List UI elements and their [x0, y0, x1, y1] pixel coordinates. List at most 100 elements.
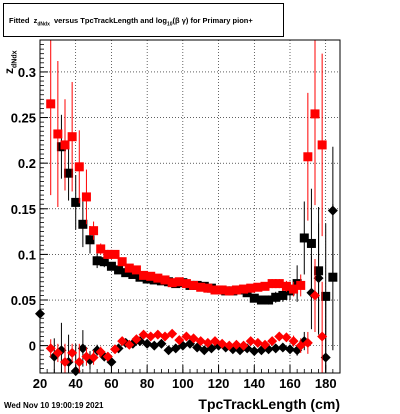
- x-tick-label: 180: [315, 376, 337, 391]
- data-point: [249, 293, 259, 303]
- data-point: [163, 345, 174, 356]
- data-point: [296, 280, 306, 290]
- data-point: [249, 346, 260, 357]
- grid: [40, 40, 340, 373]
- data-point: [74, 357, 85, 368]
- data-point: [327, 205, 338, 216]
- y-tick-label: 0.25: [11, 111, 36, 126]
- data-point: [285, 344, 295, 355]
- x-axis-label: TpcTrackLength (cm): [198, 396, 340, 412]
- data-point: [53, 129, 63, 139]
- data-point: [156, 338, 167, 349]
- data-point: [146, 271, 156, 281]
- data-point: [45, 343, 56, 354]
- y-tick-label: 0.3: [18, 65, 36, 80]
- data-point: [124, 339, 135, 350]
- data-point: [260, 339, 270, 350]
- data-point: [239, 284, 249, 294]
- data-point: [71, 197, 81, 207]
- data-point: [195, 336, 206, 347]
- data-point: [181, 331, 192, 342]
- data-point: [181, 279, 191, 289]
- data-point: [302, 337, 313, 348]
- data-point: [202, 337, 213, 348]
- data-point: [121, 268, 131, 278]
- data-point: [99, 257, 109, 267]
- data-point: [260, 281, 270, 291]
- data-point: [264, 295, 274, 305]
- data-point: [81, 351, 92, 362]
- plot-frame: [39, 39, 341, 374]
- data-point: [196, 282, 206, 292]
- data-point: [110, 344, 120, 355]
- data-point: [310, 109, 320, 119]
- data-point: [78, 219, 88, 229]
- data-point: [124, 263, 134, 273]
- data-point: [256, 295, 266, 305]
- x-tick-label: 60: [104, 376, 118, 391]
- data-point: [281, 332, 292, 343]
- data-point: [152, 329, 163, 340]
- data-point: [310, 290, 320, 301]
- y-tick-label: 0.1: [18, 247, 36, 262]
- data-point: [88, 352, 99, 363]
- data-point: [167, 278, 177, 288]
- data-point: [328, 272, 338, 282]
- data-point: [139, 270, 149, 280]
- data-point: [52, 347, 63, 358]
- data-point: [189, 280, 199, 290]
- y-tick-label: 0.15: [11, 202, 36, 217]
- data-point: [245, 336, 256, 347]
- data-point: [74, 162, 84, 172]
- y-tick-label: 0.05: [11, 293, 36, 308]
- data-point: [210, 285, 220, 295]
- data-point: [288, 336, 299, 347]
- data-point: [128, 269, 138, 279]
- data-point: [92, 256, 102, 266]
- data-point: [114, 265, 124, 275]
- data-point: [252, 337, 263, 348]
- data-point: [277, 342, 288, 353]
- data-point: [270, 343, 281, 354]
- y-tick-label: 0.2: [18, 156, 36, 171]
- data-point: [60, 357, 70, 368]
- x-tick-label: 160: [279, 376, 301, 391]
- data-point: [60, 140, 70, 150]
- data-point: [117, 257, 127, 267]
- axes: 20 40 60 80 100 120 140 160 180 0 0.05 0.1 0.15 0.2 0.…: [11, 39, 341, 391]
- data-layer: [35, 40, 338, 377]
- data-point: [167, 328, 178, 339]
- data-point: [110, 249, 120, 259]
- data-point: [281, 281, 291, 291]
- data-point: [89, 226, 99, 236]
- data-point: [231, 285, 241, 295]
- timestamp: Wed Nov 10 19:00:19 2021: [4, 401, 104, 410]
- data-point: [67, 132, 77, 142]
- data-point: [81, 192, 91, 202]
- x-tick-label: 80: [140, 376, 154, 391]
- data-point: [67, 347, 78, 358]
- data-point: [145, 331, 156, 342]
- data-point: [246, 283, 256, 293]
- data-point: [217, 285, 227, 295]
- data-point: [102, 351, 113, 362]
- data-point: [267, 279, 277, 289]
- chart-title: Fitted zdNdx versus TpcTrackLength and l…: [3, 3, 284, 37]
- data-point: [96, 244, 106, 254]
- data-point: [85, 235, 95, 245]
- data-point: [317, 331, 328, 342]
- data-point: [160, 275, 170, 285]
- data-point: [131, 334, 142, 345]
- data-point: [238, 340, 249, 351]
- data-point: [46, 99, 56, 109]
- data-point: [131, 265, 141, 275]
- data-point: [103, 249, 113, 259]
- data-point: [142, 338, 153, 349]
- data-point: [303, 152, 313, 162]
- y-tick-label: 0: [29, 339, 36, 354]
- data-point: [149, 340, 160, 351]
- data-point: [117, 336, 128, 347]
- data-point: [274, 331, 285, 342]
- data-point: [174, 277, 184, 287]
